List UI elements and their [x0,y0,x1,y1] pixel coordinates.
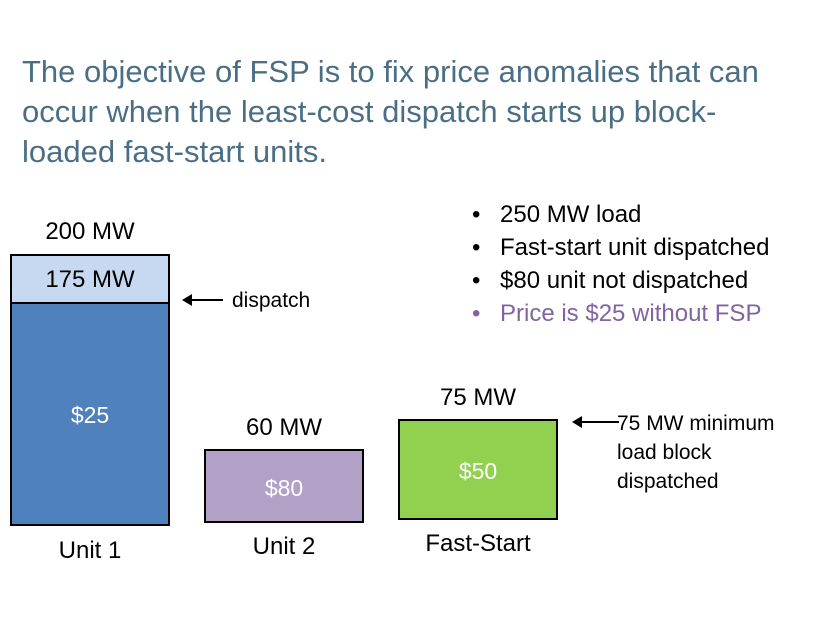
unit-2-capacity-label: 60 MW [245,414,322,441]
fast-start-capacity-label: 75 MW [439,384,516,411]
unit-1-dispatch-label: 175 MW [45,266,135,293]
bullet-item: • 250 MW load [472,201,642,228]
dispatch-label: dispatch [232,289,311,312]
bullet-item: • Fast-start unit dispatched [472,234,770,261]
unit-1-capacity-label: 200 MW [45,218,135,245]
fast-start-price: $50 [458,458,498,484]
unit-1-price: $25 [70,402,110,428]
block-arrow [572,416,619,428]
bullet-text: $80 unit not dispatched [500,267,749,294]
bullet-text: Price is $25 without FSP [500,300,762,327]
slide-title: The objective of FSP is to fix price ano… [22,52,822,172]
title-line-1: The objective of FSP is to fix price ano… [22,54,759,89]
bullet-item: • Price is $25 without FSP [472,300,762,327]
arrowhead-icon [182,294,192,306]
title-line-2: occur when the least-cost dispatch start… [22,94,717,129]
title-line-3: loaded fast-start units. [22,134,327,169]
unit-2-price: $80 [264,475,304,501]
block-annotation-line-2: load block [617,441,712,464]
arrow-shaft [581,421,619,423]
fast-start-block: $50 [398,419,558,520]
bullet-text: Fast-start unit dispatched [500,234,770,261]
bullet-item: • $80 unit not dispatched [472,267,749,294]
unit-1-dispatch-segment: 175 MW [12,256,168,304]
bullet-text: 250 MW load [500,201,642,228]
unit-2-name: Unit 2 [252,533,316,560]
unit-2-block: $80 [204,449,364,523]
arrow-shaft [191,299,223,301]
block-annotation: 75 MW minimum load block dispatched [617,409,775,496]
unit-1-name: Unit 1 [58,537,122,564]
block-annotation-line-1: 75 MW minimum [617,412,775,435]
arrowhead-icon [572,416,582,428]
block-annotation-line-3: dispatched [617,470,719,493]
unit-1-block: 175 MW $25 [10,254,170,526]
dispatch-arrow [182,294,223,306]
fast-start-name: Fast-Start [425,530,531,557]
bullet-list: • 250 MW load • Fast-start unit dispatched… [472,198,769,330]
